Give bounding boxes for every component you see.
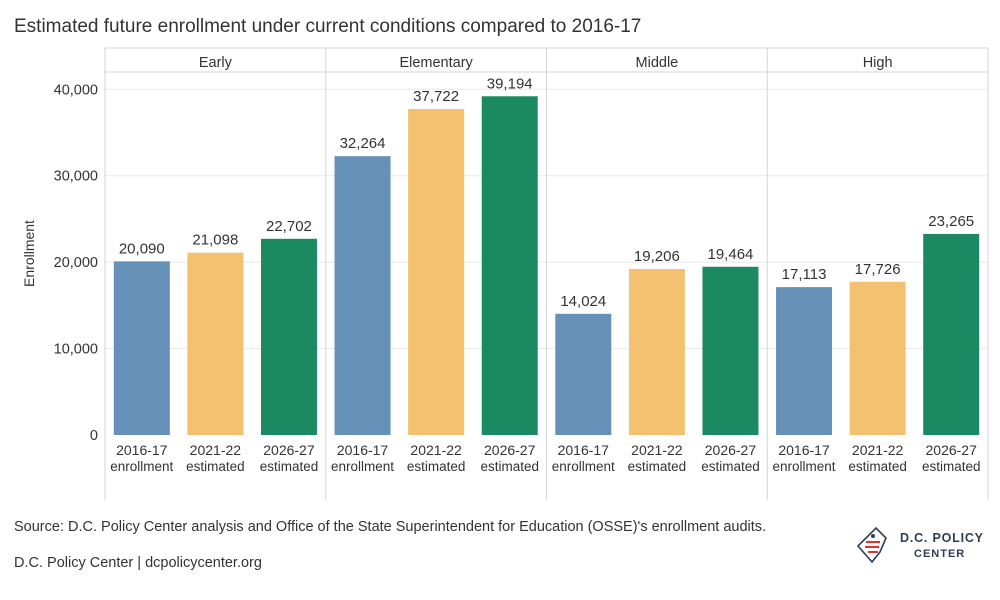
panel-header-early: Early [199,55,233,71]
bar-middle-3 [702,266,759,435]
x-tick-label-line1: 2021-22 [852,442,904,458]
data-label: 39,194 [487,75,533,92]
bar-elementary-2 [408,108,465,435]
x-tick-label-line2: estimated [260,459,319,474]
logo-text-line1: D.C. POLICY [900,531,984,545]
bar-elementary-1 [334,156,391,435]
data-label: 14,024 [560,293,606,310]
x-tick-label-line1: 2016-17 [558,442,610,458]
bar-middle-2 [628,269,685,435]
x-tick-label-line2: estimated [480,459,539,474]
x-tick-label-line1: 2021-22 [631,442,683,458]
x-tick-label-line1: 2016-17 [337,442,389,458]
bar-early-2 [187,252,244,435]
x-tick-label-line2: estimated [186,459,245,474]
dc-map-icon [856,526,887,564]
y-axis-title: Enrollment [21,220,37,287]
data-label: 22,702 [266,218,312,235]
data-label: 17,726 [855,261,901,278]
bar-early-3 [260,238,317,435]
y-tick-label: 10,000 [54,342,98,358]
data-label: 37,722 [413,88,459,105]
bar-high-3 [923,233,980,435]
x-tick-label-line1: 2016-17 [778,442,830,458]
x-tick-label-line1: 2026-27 [926,442,978,458]
data-label: 32,264 [340,135,386,152]
x-tick-label-line2: estimated [922,459,981,474]
logo-text-line2: CENTER [914,548,966,560]
panel-header-elementary: Elementary [399,55,473,71]
x-tick-label-line2: enrollment [773,459,836,474]
data-label: 23,265 [928,213,974,230]
x-tick-label-line1: 2026-27 [484,442,536,458]
bar-elementary-3 [481,96,538,435]
x-tick-label-line2: enrollment [110,459,173,474]
x-tick-label-line1: 2021-22 [190,442,242,458]
x-tick-label-line2: estimated [407,459,466,474]
bar-early-1 [113,261,170,435]
x-tick-label-line1: 2026-27 [705,442,757,458]
credit-line[interactable]: D.C. Policy Center | dcpolicycenter.org [14,555,262,571]
panel-header-high: High [863,55,893,71]
y-tick-label: 30,000 [54,169,98,185]
x-tick-label-line2: enrollment [552,459,615,474]
dc-policy-center-logo: D.C. POLICY CENTER [852,522,984,568]
data-label: 19,206 [634,248,680,265]
x-tick-label-line2: enrollment [331,459,394,474]
x-tick-label-line2: estimated [628,459,687,474]
y-tick-label: 0 [90,428,98,444]
x-tick-label-line1: 2026-27 [263,442,315,458]
bar-high-1 [776,287,833,435]
x-tick-label-line2: estimated [701,459,760,474]
chart-area: 0 10,000 20,000 30,000 40,000 Enrollment Early… [21,47,989,500]
data-label: 21,098 [192,232,238,249]
panel-header-middle: Middle [636,55,679,71]
x-tick-label-line2: estimated [848,459,907,474]
bar-middle-1 [555,313,612,435]
y-tick-label: 40,000 [54,82,98,98]
chart-title: Estimated future enrollment under curren… [14,16,642,37]
data-label: 20,090 [119,240,165,257]
x-tick-label-line1: 2016-17 [116,442,168,458]
y-tick-label: 20,000 [54,255,98,271]
data-label: 17,113 [782,266,827,283]
source-note: Source: D.C. Policy Center analysis and … [14,519,767,535]
bar-high-2 [849,281,906,435]
data-label: 19,464 [708,246,754,263]
x-tick-label-line1: 2021-22 [410,442,462,458]
